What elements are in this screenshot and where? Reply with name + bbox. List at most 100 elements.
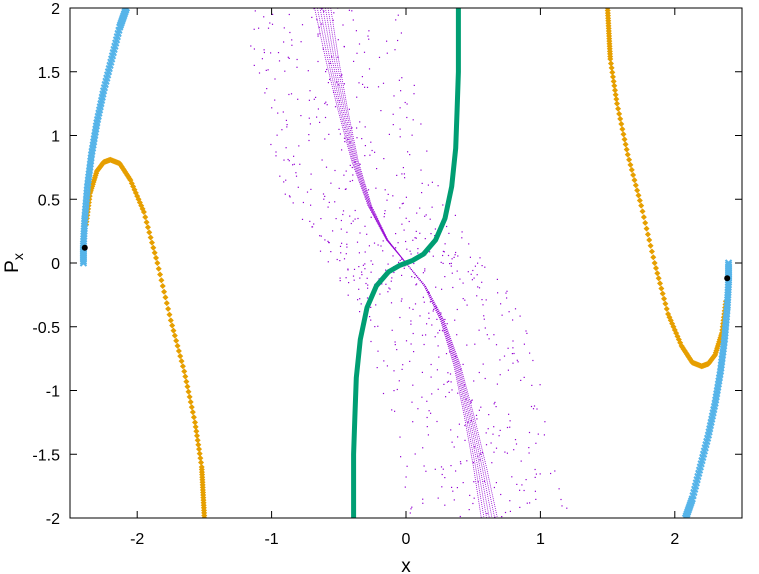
scatter-point [297, 186, 299, 188]
diamond-point [165, 305, 172, 312]
scatter-point [384, 210, 386, 212]
scatter-point [283, 181, 285, 183]
diamond-point [184, 383, 191, 390]
scatter-point [419, 207, 421, 209]
scatter-point [449, 373, 452, 375]
scatter-point [531, 384, 533, 386]
scatter-point [473, 497, 475, 499]
scatter-point [364, 145, 366, 147]
scatter-point [336, 81, 338, 83]
diamond-point [652, 265, 659, 272]
scatter-point [359, 121, 361, 123]
scatter-point [253, 48, 255, 50]
scatter-point [347, 268, 349, 270]
scatter-point [550, 472, 552, 475]
scatter-point [382, 250, 384, 252]
scatter-point [393, 271, 395, 274]
scatter-point [308, 99, 310, 101]
scatter-point [355, 30, 357, 32]
scatter-point [464, 439, 466, 441]
scatter-point [493, 451, 495, 453]
scatter-point [349, 164, 351, 166]
diamond-point [611, 87, 618, 94]
scatter-point [477, 481, 479, 483]
scatter-point [394, 49, 396, 51]
scatter-point [458, 423, 460, 425]
scatter-point [528, 431, 531, 434]
scatter-point [322, 193, 325, 195]
scatter-point [270, 52, 272, 54]
scatter-point [366, 86, 369, 88]
scatter-point [484, 327, 486, 329]
diamond-point [167, 317, 174, 324]
scatter-point [528, 452, 530, 454]
scatter-point [403, 229, 405, 231]
scatter-point [414, 277, 416, 279]
scatter-point [457, 392, 459, 394]
scatter-point [343, 83, 345, 85]
scatter-point [506, 452, 508, 454]
diamond-point [627, 161, 634, 168]
diamond-point [628, 166, 635, 173]
diamond-point [621, 136, 628, 143]
series-line [405, 262, 496, 518]
scatter-point [329, 78, 331, 80]
scatter-point [523, 376, 525, 378]
scatter-point [443, 383, 445, 385]
scatter-point [421, 371, 423, 373]
scatter-point [354, 209, 356, 212]
scatter-point [469, 494, 471, 496]
scatter-point [390, 280, 392, 282]
scatter-point [282, 111, 284, 113]
diamond-point [148, 239, 155, 246]
scatter-point [313, 223, 315, 225]
scatter-point [253, 64, 255, 66]
scatter-point [440, 466, 443, 468]
scatter-point [350, 222, 352, 225]
scatter-point [403, 267, 405, 269]
scatter-point [444, 318, 446, 321]
scatter-point [404, 101, 406, 104]
scatter-point [453, 499, 455, 501]
scatter-point [332, 19, 334, 21]
scatter-point [424, 268, 426, 270]
scatter-point [396, 349, 398, 351]
scatter-point [495, 482, 497, 484]
scatter-point [465, 398, 467, 400]
scatter-point [324, 102, 326, 105]
scatter-point [435, 286, 437, 288]
scatter-point [353, 268, 356, 270]
scatter-point [450, 265, 452, 267]
scatter-point [326, 68, 328, 71]
scatter-point [486, 334, 488, 336]
scatter-point [338, 187, 340, 189]
scatter-point [409, 360, 411, 362]
scatter-point [414, 303, 417, 305]
scatter-point [267, 27, 270, 29]
scatter-point [543, 434, 545, 436]
scatter-point [405, 476, 407, 478]
scatter-point [357, 217, 359, 220]
scatter-point [406, 465, 408, 467]
diamond-point [153, 254, 160, 261]
scatter-point [514, 439, 517, 441]
scatter-point [560, 498, 562, 501]
scatter-point [476, 274, 478, 276]
scatter-point [410, 508, 412, 510]
scatter-point [324, 116, 327, 119]
scatter-point [309, 220, 311, 222]
scatter-point [296, 66, 298, 68]
diamond-point [623, 146, 630, 153]
y-tick-label: 0.5 [38, 192, 60, 209]
scatter-point [320, 218, 322, 220]
scatter-point [327, 82, 329, 84]
scatter-point [386, 52, 388, 54]
scatter-point [412, 421, 414, 423]
diamond-point [175, 347, 182, 354]
scatter-point [449, 351, 451, 353]
scatter-point [288, 160, 290, 162]
scatter-point [392, 124, 394, 126]
scatter-point [437, 345, 439, 347]
diamond-point [604, 8, 611, 11]
scatter-point [373, 242, 376, 244]
